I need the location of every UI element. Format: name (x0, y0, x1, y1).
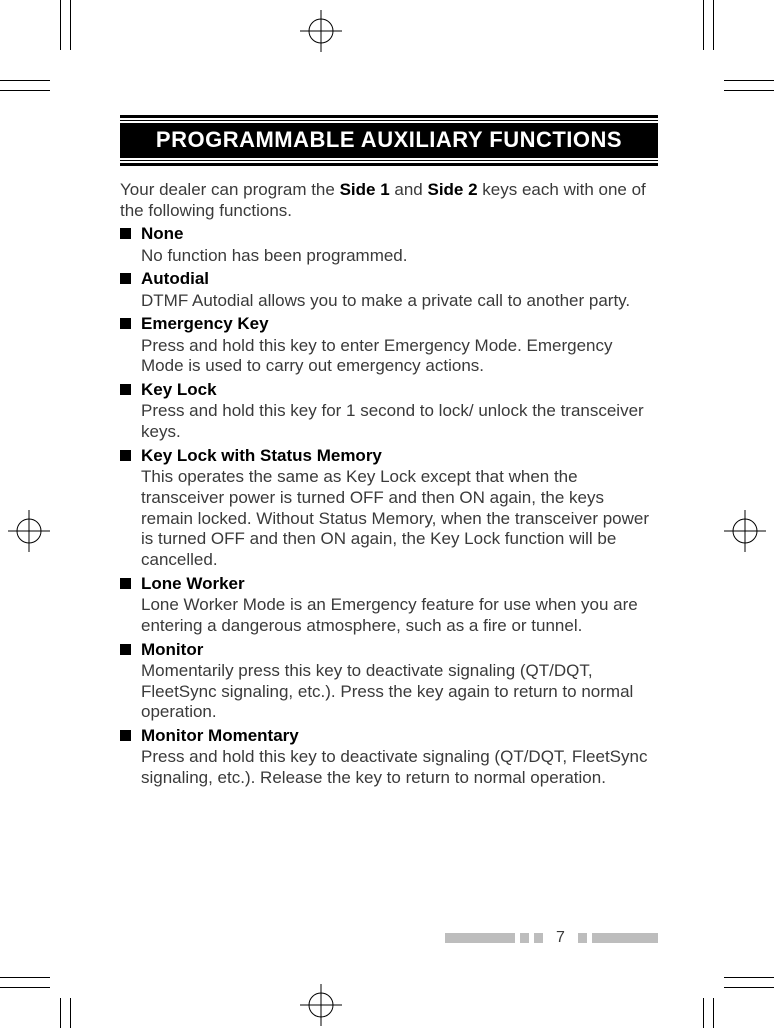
function-item: NoneNo function has been programmed. (120, 223, 658, 266)
header-rule (120, 115, 658, 118)
registration-target-left (8, 510, 50, 552)
page-number: 7 (556, 929, 565, 947)
bullet-square-icon (120, 578, 131, 589)
footer-bar (578, 933, 587, 943)
function-item: Key LockPress and hold this key for 1 se… (120, 379, 658, 443)
page-footer: 7 (120, 930, 658, 946)
function-item: MonitorMomentarily press this key to dea… (120, 639, 658, 723)
function-description: Press and hold this key for 1 second to … (141, 401, 658, 442)
function-list: NoneNo function has been programmed.Auto… (120, 223, 658, 788)
function-title: Autodial (141, 268, 209, 289)
section-title: PROGRAMMABLE AUXILIARY FUNCTIONS (120, 123, 658, 158)
intro-text: Your dealer can program the (120, 180, 340, 199)
key-name: Side 1 (340, 180, 390, 199)
function-item: Lone WorkerLone Worker Mode is an Emerge… (120, 573, 658, 637)
bullet-square-icon (120, 384, 131, 395)
footer-bar (592, 933, 658, 943)
function-title: None (141, 223, 184, 244)
bullet-square-icon (120, 730, 131, 741)
function-item: Key Lock with Status MemoryThis operates… (120, 445, 658, 571)
function-item: Emergency KeyPress and hold this key to … (120, 313, 658, 377)
function-title: Key Lock (141, 379, 217, 400)
bullet-square-icon (120, 450, 131, 461)
function-description: Press and hold this key to deactivate si… (141, 747, 658, 788)
footer-bar (534, 933, 543, 943)
header-rule (120, 120, 658, 121)
footer-bar (520, 933, 529, 943)
key-name: Side 2 (427, 180, 477, 199)
function-description: Lone Worker Mode is an Emergency feature… (141, 595, 658, 636)
function-item: Monitor MomentaryPress and hold this key… (120, 725, 658, 789)
header-rule (120, 163, 658, 166)
bullet-square-icon (120, 318, 131, 329)
header-rule (120, 160, 658, 161)
function-description: Momentarily press this key to deactivate… (141, 661, 658, 723)
footer-bar (445, 933, 515, 943)
function-item: AutodialDTMF Autodial allows you to make… (120, 268, 658, 311)
function-description: No function has been programmed. (141, 246, 658, 267)
function-title: Emergency Key (141, 313, 269, 334)
function-title: Monitor Momentary (141, 725, 299, 746)
function-description: This operates the same as Key Lock excep… (141, 467, 658, 571)
intro-text: and (390, 180, 428, 199)
registration-target-right (724, 510, 766, 552)
bullet-square-icon (120, 228, 131, 239)
function-description: DTMF Autodial allows you to make a priva… (141, 291, 658, 312)
function-title: Key Lock with Status Memory (141, 445, 382, 466)
function-title: Lone Worker (141, 573, 245, 594)
page-content: PROGRAMMABLE AUXILIARY FUNCTIONS Your de… (120, 115, 658, 789)
intro-paragraph: Your dealer can program the Side 1 and S… (120, 180, 658, 221)
function-title: Monitor (141, 639, 203, 660)
registration-target-top (300, 10, 342, 52)
function-description: Press and hold this key to enter Emergen… (141, 336, 658, 377)
registration-target-bottom (300, 984, 342, 1026)
bullet-square-icon (120, 273, 131, 284)
bullet-square-icon (120, 644, 131, 655)
